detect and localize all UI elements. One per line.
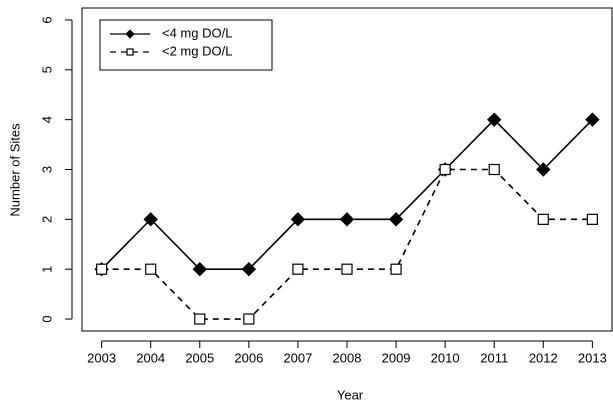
x-tick-label: 2004	[136, 350, 165, 365]
y-tick-label: 4	[39, 116, 54, 123]
legend-marker	[126, 48, 134, 56]
point	[145, 263, 157, 275]
point	[339, 212, 355, 227]
point	[243, 313, 255, 325]
x-tick-label: 2009	[382, 350, 411, 365]
x-tick-label: 2006	[234, 350, 263, 365]
point	[537, 213, 549, 225]
point	[96, 263, 108, 275]
x-tick-label: 2008	[333, 350, 362, 365]
x-tick-label: 2013	[578, 350, 607, 365]
y-tick-label: 1	[39, 266, 54, 273]
plot-box	[81, 7, 613, 332]
x-tick-label: 2007	[283, 350, 312, 365]
point	[390, 263, 402, 275]
point	[192, 261, 207, 277]
x-tick-label: 2005	[185, 350, 214, 365]
point	[388, 212, 404, 227]
point	[341, 263, 353, 275]
legend-label: <2 mg DO/L	[162, 43, 232, 58]
x-tick-label: 2012	[529, 350, 558, 365]
y-tick-label: 3	[39, 166, 54, 173]
point	[241, 261, 257, 277]
point	[194, 313, 206, 325]
legend-box	[99, 19, 273, 71]
y-axis-label: Number of Sites	[7, 123, 22, 217]
point	[143, 212, 158, 227]
point	[292, 263, 304, 275]
x-tick-label: 2003	[87, 350, 116, 365]
point	[586, 213, 598, 225]
y-tick-label: 6	[39, 16, 54, 23]
x-axis-label: Year	[337, 387, 364, 402]
point	[290, 212, 306, 227]
point	[536, 162, 551, 177]
point	[487, 112, 502, 127]
legend-label: <4 mg DO/L	[162, 25, 232, 40]
point	[488, 163, 500, 176]
y-tick-label: 2	[39, 216, 54, 223]
point	[439, 163, 451, 176]
x-tick-label: 2010	[431, 350, 460, 365]
point	[585, 112, 600, 127]
legend-marker	[125, 29, 135, 39]
y-tick-label: 5	[39, 66, 54, 73]
y-tick-label: 0	[39, 315, 54, 322]
x-tick-label: 2011	[480, 350, 508, 365]
